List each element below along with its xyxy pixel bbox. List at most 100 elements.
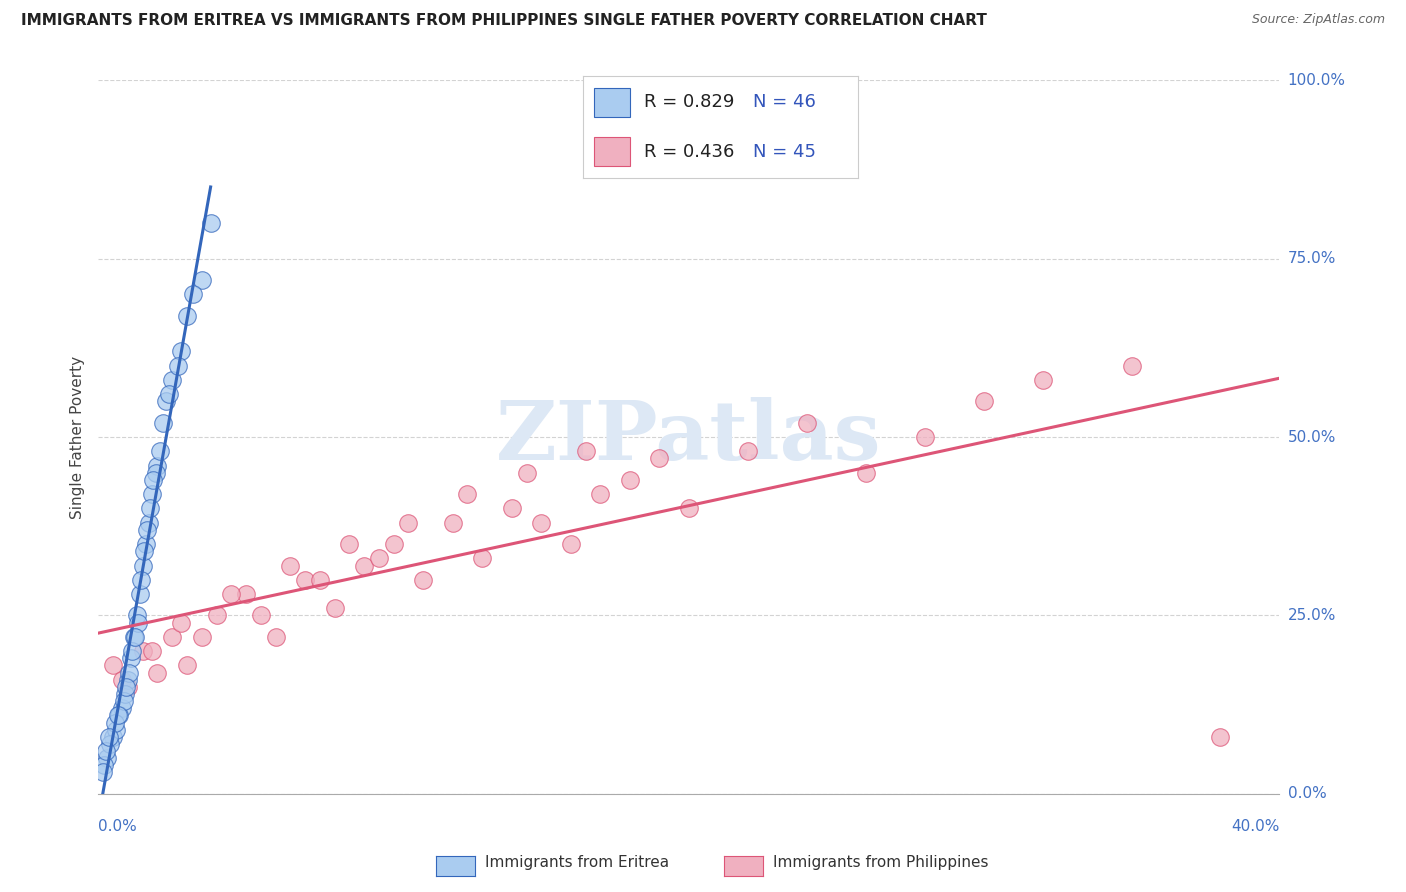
Point — [412, 573, 434, 587]
Point — [181, 287, 204, 301]
Point — [115, 680, 138, 694]
Point — [103, 730, 125, 744]
Point — [250, 608, 273, 623]
Point — [157, 387, 180, 401]
Text: R = 0.436: R = 0.436 — [644, 143, 734, 161]
Point — [530, 516, 553, 530]
Point — [501, 501, 523, 516]
Text: 50.0%: 50.0% — [1288, 430, 1336, 444]
Point — [127, 615, 149, 630]
Point — [145, 466, 167, 480]
Point — [146, 665, 169, 680]
Point — [97, 730, 120, 744]
Point — [162, 630, 183, 644]
Point — [136, 523, 159, 537]
Point — [219, 587, 243, 601]
Point — [170, 344, 193, 359]
Point — [96, 751, 118, 765]
Text: 0.0%: 0.0% — [1288, 787, 1326, 801]
Point — [118, 665, 141, 680]
Point — [176, 309, 198, 323]
Text: IMMIGRANTS FROM ERITREA VS IMMIGRANTS FROM PHILIPPINES SINGLE FATHER POVERTY COR: IMMIGRANTS FROM ERITREA VS IMMIGRANTS FR… — [21, 13, 987, 29]
Point — [170, 615, 193, 630]
Point — [125, 608, 148, 623]
Text: 40.0%: 40.0% — [1232, 819, 1279, 834]
Point — [111, 673, 134, 687]
Point — [114, 687, 136, 701]
Point — [796, 416, 818, 430]
Point — [98, 737, 121, 751]
Text: Source: ZipAtlas.com: Source: ZipAtlas.com — [1251, 13, 1385, 27]
Point — [1209, 730, 1232, 744]
Point — [111, 701, 134, 715]
Point — [382, 537, 405, 551]
Point — [205, 608, 228, 623]
Point — [138, 516, 160, 530]
Point — [589, 487, 612, 501]
Point — [516, 466, 538, 480]
Point — [368, 551, 391, 566]
Point — [648, 451, 671, 466]
Point — [139, 501, 162, 516]
Point — [1032, 373, 1054, 387]
Text: 100.0%: 100.0% — [1288, 73, 1346, 87]
Text: N = 45: N = 45 — [754, 143, 817, 161]
Point — [121, 644, 143, 658]
Text: N = 46: N = 46 — [754, 94, 817, 112]
Text: 75.0%: 75.0% — [1288, 252, 1336, 266]
Point — [105, 723, 128, 737]
Point — [264, 630, 287, 644]
Point — [294, 573, 316, 587]
Text: Immigrants from Eritrea: Immigrants from Eritrea — [485, 855, 669, 870]
Point — [471, 551, 494, 566]
Point — [132, 558, 155, 573]
Y-axis label: Single Father Poverty: Single Father Poverty — [70, 356, 86, 518]
Point — [107, 708, 129, 723]
Point — [93, 758, 115, 772]
Point — [124, 630, 146, 644]
Point — [129, 573, 152, 587]
Point — [122, 630, 145, 644]
Point — [353, 558, 375, 573]
Point — [103, 658, 125, 673]
Text: 25.0%: 25.0% — [1288, 608, 1336, 623]
Point — [191, 273, 214, 287]
Point — [112, 694, 135, 708]
Point — [128, 587, 150, 601]
Point — [94, 744, 117, 758]
Point — [337, 537, 360, 551]
Text: R = 0.829: R = 0.829 — [644, 94, 734, 112]
Point — [200, 216, 222, 230]
Point — [1121, 359, 1143, 373]
Point — [91, 765, 114, 780]
Point — [117, 680, 139, 694]
Point — [191, 630, 214, 644]
Point — [441, 516, 464, 530]
Point — [396, 516, 419, 530]
Point — [278, 558, 302, 573]
Text: ZIPatlas: ZIPatlas — [496, 397, 882, 477]
Point — [456, 487, 478, 501]
Point — [678, 501, 700, 516]
Point — [737, 444, 759, 458]
Point — [574, 444, 596, 458]
Point — [134, 544, 156, 558]
Text: 0.0%: 0.0% — [98, 819, 138, 834]
Point — [142, 473, 165, 487]
Point — [914, 430, 936, 444]
Point — [104, 715, 127, 730]
Point — [152, 416, 174, 430]
Text: Immigrants from Philippines: Immigrants from Philippines — [773, 855, 988, 870]
Point — [176, 658, 198, 673]
Point — [162, 373, 183, 387]
Bar — [595, 88, 630, 117]
Point — [619, 473, 641, 487]
Point — [141, 644, 163, 658]
Point — [117, 673, 139, 687]
Point — [108, 708, 131, 723]
Point — [149, 444, 172, 458]
Point — [146, 458, 169, 473]
Point — [120, 651, 142, 665]
Point — [235, 587, 257, 601]
Point — [132, 644, 155, 658]
